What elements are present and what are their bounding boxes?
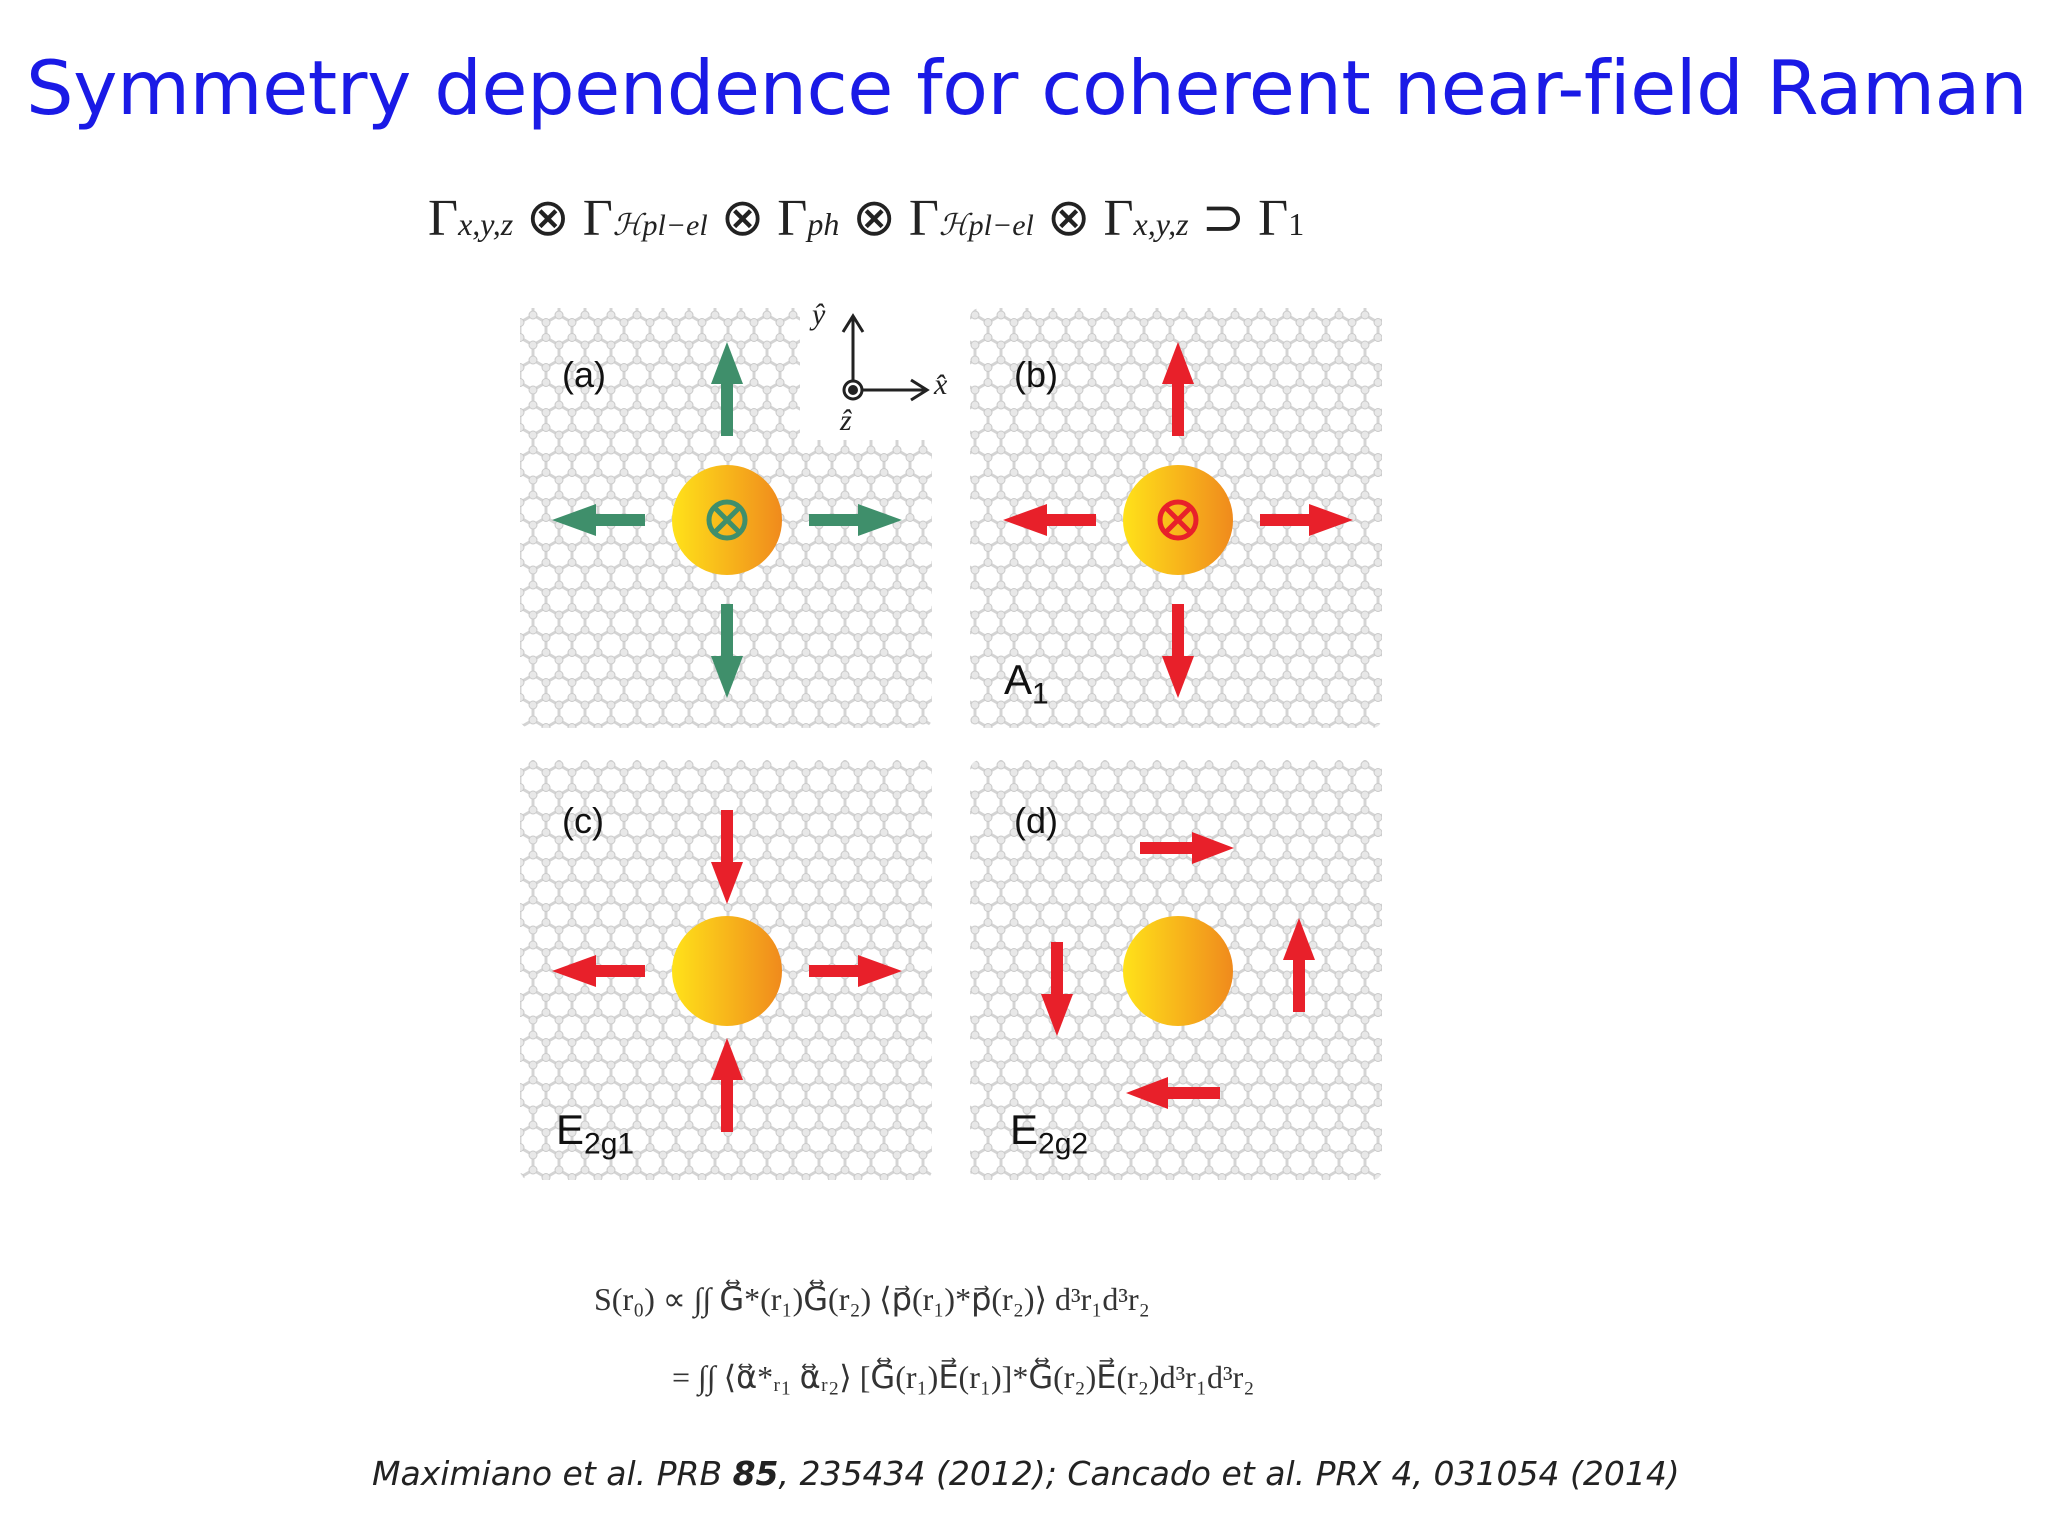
- gamma-symbol: Γ: [1103, 190, 1134, 247]
- arrow-up-b: [1172, 378, 1184, 436]
- arrow-right-d-top-head: [1192, 832, 1234, 864]
- gamma-subscript-1: 1: [1288, 206, 1305, 242]
- arrow-up-d-right: [1293, 954, 1305, 1012]
- arrow-right-b-head: [1309, 504, 1353, 536]
- arrow-left-b-head: [1003, 504, 1047, 536]
- panel-label-d: (d): [1014, 800, 1058, 841]
- hamiltonian-superscript: ℋpl−el: [938, 209, 1034, 242]
- arrow-down-a: [721, 604, 733, 662]
- gamma-symbol: Γ: [908, 190, 939, 247]
- slide-title: Symmetry dependence for coherent near-fi…: [26, 44, 2028, 132]
- arrow-left-a-head: [552, 504, 596, 536]
- gamma-symbol: Γ: [777, 190, 808, 247]
- arrow-right-a: [809, 514, 864, 526]
- arrow-right-b: [1260, 514, 1315, 526]
- arrow-left-b: [1041, 514, 1096, 526]
- axis-label-z: ẑ: [840, 404, 852, 437]
- arrow-down-b-head: [1162, 656, 1194, 698]
- gamma-subscript-xyz: x,y,z: [1133, 206, 1189, 242]
- gold-nanoparticle-d: [1123, 916, 1233, 1026]
- arrow-left-d-bottom: [1162, 1087, 1220, 1099]
- gold-nanoparticle-c: [672, 916, 782, 1026]
- arrows-a: [552, 342, 902, 698]
- hamiltonian-superscript: ℋpl−el: [612, 209, 708, 242]
- arrow-left-a: [590, 514, 645, 526]
- superset-symbol: ⊃: [1201, 190, 1246, 247]
- arrow-up-c-bottom: [721, 1074, 733, 1132]
- reference-citation: Maximiano et al. PRB 85, 235434 (2012); …: [372, 1454, 1680, 1493]
- scattering-equation-line-1: S(r₀) ∝ ∫∫ G⃡*(r₁)G⃡(r₂) ⟨p⃗(r₁)*p⃗(r₂)⟩…: [594, 1281, 1150, 1317]
- mode-label-b: A1: [1004, 656, 1049, 711]
- tensor-product-symbol: ⊗: [526, 190, 570, 247]
- arrows-b: [1003, 342, 1353, 698]
- gamma-symbol: Γ: [428, 190, 459, 247]
- into-page-symbol-a: [706, 499, 748, 541]
- axis-label-y: ŷ: [812, 298, 826, 331]
- arrow-right-a-head: [858, 504, 902, 536]
- arrow-left-c: [590, 965, 645, 977]
- arrow-right-d-top: [1140, 842, 1198, 854]
- selection-rule-formula: Γx,y,z ⊗ Γℋpl−el ⊗ Γph ⊗ Γℋpl−el ⊗ Γx,y,…: [428, 188, 1508, 268]
- gamma-subscript-ph: ph: [807, 206, 840, 242]
- panel-label-b: (b): [1014, 354, 1058, 395]
- mode-label-c: E2g1: [556, 1106, 635, 1161]
- arrow-up-a: [721, 378, 733, 436]
- scattering-equation-line-2: = ∫∫ ⟨α⃡*ᵣ₁ α⃡ᵣ₂⟩ [G⃡(r₁)E⃗(r₁)]*G⃡(r₂)E…: [672, 1359, 1255, 1395]
- coordinate-axes: [841, 313, 930, 402]
- arrow-down-b: [1172, 604, 1184, 662]
- tensor-product-symbol: ⊗: [1046, 190, 1091, 247]
- arrow-down-a-head: [711, 656, 743, 698]
- arrow-down-c-top-head: [711, 862, 743, 904]
- panel-label-a: (a): [562, 354, 606, 395]
- mode-label-d: E2g2: [1010, 1106, 1089, 1161]
- tensor-product-symbol: ⊗: [852, 190, 896, 247]
- arrow-up-b-head: [1162, 342, 1194, 384]
- arrow-down-d-left-head: [1041, 994, 1073, 1036]
- tensor-product-symbol: ⊗: [720, 190, 765, 247]
- gamma-symbol: Γ: [1258, 190, 1289, 247]
- into-page-symbol-b: [1157, 499, 1199, 541]
- arrow-up-a-head: [711, 342, 743, 384]
- arrow-right-c: [809, 965, 864, 977]
- arrow-up-d-right-head: [1283, 918, 1315, 960]
- axis-label-x: x̂: [934, 368, 948, 401]
- arrows-d: [1041, 832, 1315, 1109]
- arrow-up-c-bottom-head: [711, 1038, 743, 1080]
- arrow-left-d-bottom-head: [1126, 1077, 1168, 1109]
- arrow-right-c-head: [858, 955, 902, 987]
- arrow-down-d-left: [1051, 942, 1063, 1000]
- gamma-subscript-xyz: x,y,z: [458, 206, 514, 242]
- axis-clearing: [800, 300, 935, 440]
- arrows-c: [552, 810, 902, 1132]
- arrow-down-c-top: [721, 810, 733, 868]
- panel-label-c: (c): [562, 800, 604, 841]
- arrow-left-c-head: [552, 955, 596, 987]
- gamma-symbol: Γ: [582, 190, 613, 247]
